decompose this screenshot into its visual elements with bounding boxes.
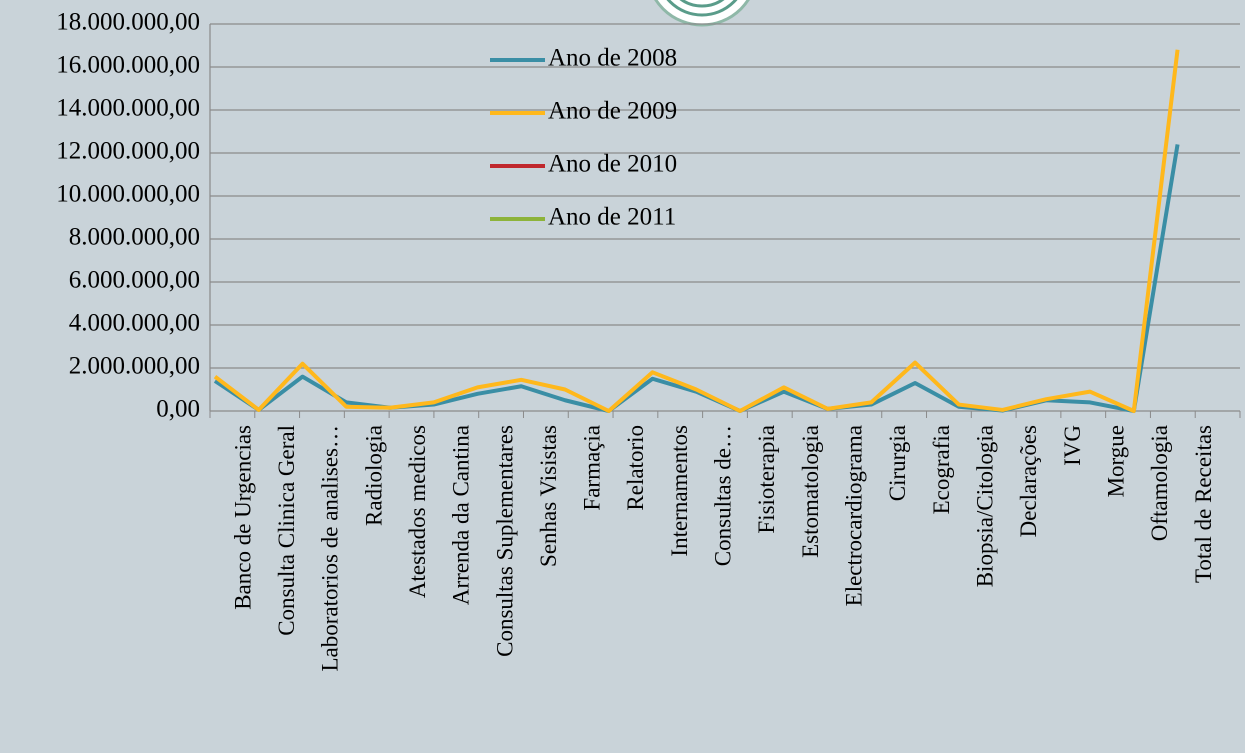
x-tick-label: Biopsia/Citologia	[973, 425, 998, 587]
x-tick-label: Laboratorios de analises…	[318, 425, 343, 672]
x-tick-label: Consultas de…	[711, 425, 736, 566]
x-tick-label: Fisioterapia	[754, 425, 779, 534]
x-tick-label: Consulta Clinica Geral	[274, 425, 299, 636]
x-tick-label: Banco de Urgencias	[230, 425, 255, 610]
y-tick-label: 4.000.000,00	[69, 310, 200, 337]
x-tick-label: Consultas Suplementares	[492, 425, 517, 657]
y-tick-label: 8.000.000,00	[69, 224, 200, 251]
x-tick-label: Radiologia	[361, 425, 386, 526]
x-tick-label: Ecografia	[929, 425, 954, 514]
x-tick-label: IVG	[1060, 425, 1085, 466]
x-tick-label: Relatorio	[623, 425, 648, 511]
y-tick-label: 16.000.000,00	[56, 52, 200, 79]
x-tick-label: Morgue	[1104, 425, 1129, 497]
y-tick-label: 10.000.000,00	[56, 181, 200, 208]
legend-label: Ano de 2008	[548, 45, 677, 72]
y-tick-label: 0,00	[156, 396, 200, 423]
x-tick-label: Electrocardiograma	[842, 425, 867, 606]
x-tick-label: Farmaçia	[580, 425, 605, 511]
legend-label: Ano de 2011	[548, 204, 676, 231]
y-tick-label: 12.000.000,00	[56, 138, 200, 165]
y-tick-label: 18.000.000,00	[56, 9, 200, 36]
x-tick-label: Declarações	[1016, 425, 1041, 537]
y-tick-label: 2.000.000,00	[69, 353, 200, 380]
x-tick-label: Arrenda da Cantina	[449, 425, 474, 605]
y-tick-label: 6.000.000,00	[69, 267, 200, 294]
x-tick-label: Total de Receitas	[1191, 425, 1216, 583]
legend-label: Ano de 2009	[548, 98, 677, 125]
x-tick-label: Cirurgia	[885, 425, 910, 501]
x-tick-label: Atestados medicos	[405, 425, 430, 598]
x-tick-label: Senhas Visistas	[536, 425, 561, 567]
x-tick-label: Oftamologia	[1147, 425, 1172, 541]
y-tick-label: 14.000.000,00	[56, 95, 200, 122]
series-line	[213, 49, 1180, 413]
x-tick-label: Estomatologia	[798, 425, 823, 558]
logo	[654, 0, 750, 27]
x-tick-label: Internamentos	[667, 425, 692, 557]
legend-label: Ano de 2010	[548, 151, 677, 178]
